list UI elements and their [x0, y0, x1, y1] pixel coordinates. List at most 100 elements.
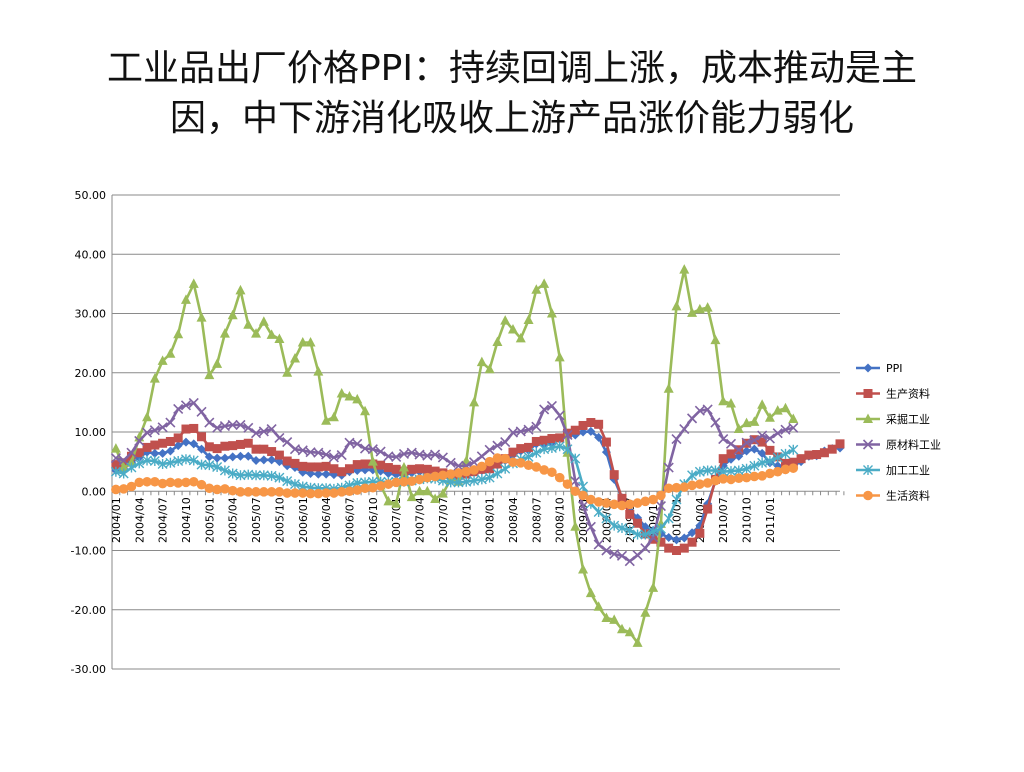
- data-point: [188, 455, 199, 466]
- data-point: [601, 545, 612, 556]
- data-point: [624, 626, 635, 637]
- data-point: [570, 521, 581, 531]
- data-point: [663, 383, 674, 393]
- data-point: [391, 464, 401, 474]
- data-point: [772, 466, 783, 477]
- data-point: [228, 441, 238, 451]
- x-tick-label: 2004/04: [133, 497, 146, 543]
- data-point: [141, 427, 153, 438]
- data-point: [149, 456, 160, 467]
- x-tick-label: 2005/10: [273, 497, 286, 543]
- data-point: [687, 470, 698, 481]
- series-line: [115, 401, 794, 563]
- legend-label: 生活资料: [886, 489, 930, 503]
- data-point: [726, 449, 736, 459]
- data-point: [664, 543, 674, 553]
- data-point: [258, 426, 269, 437]
- data-point: [742, 446, 752, 456]
- data-point: [235, 451, 245, 461]
- data-point: [181, 424, 191, 434]
- data-point: [671, 434, 682, 445]
- data-point: [523, 314, 534, 325]
- data-point: [118, 462, 129, 472]
- data-point: [609, 499, 620, 510]
- data-point: [749, 460, 760, 471]
- data-point: [360, 405, 371, 416]
- x-tick-label: 2004/07: [157, 497, 170, 543]
- data-point: [725, 398, 736, 408]
- data-point: [656, 537, 666, 547]
- data-point: [594, 432, 604, 442]
- data-point: [640, 496, 651, 507]
- data-point: [321, 488, 331, 498]
- data-point: [749, 435, 760, 446]
- x-tick-label: 2006/10: [367, 497, 380, 543]
- data-point: [250, 428, 262, 439]
- data-point: [282, 367, 293, 377]
- data-point: [110, 466, 121, 477]
- data-point: [212, 453, 222, 463]
- data-point: [430, 449, 441, 460]
- data-point: [258, 316, 269, 326]
- data-point: [134, 448, 144, 458]
- data-point: [616, 550, 628, 561]
- data-point: [383, 479, 394, 489]
- data-point: [515, 426, 526, 437]
- data-point: [593, 506, 604, 517]
- data-point: [298, 461, 308, 471]
- data-point: [360, 483, 370, 494]
- data-point: [453, 468, 464, 478]
- data-point: [578, 420, 588, 430]
- data-point: [251, 487, 261, 497]
- data-point: [609, 614, 620, 624]
- data-point: [204, 483, 215, 494]
- x-tick-label: 2004/10: [180, 497, 193, 543]
- data-point: [297, 445, 308, 456]
- data-point: [687, 537, 697, 547]
- data-point: [189, 423, 199, 433]
- data-point: [624, 556, 635, 567]
- legend-marker: [863, 490, 873, 501]
- data-point: [336, 450, 347, 461]
- data-point: [492, 459, 502, 469]
- data-point: [663, 513, 674, 524]
- data-point: [422, 472, 433, 483]
- data-point: [235, 470, 246, 481]
- data-point: [726, 466, 736, 477]
- data-point: [476, 356, 487, 367]
- y-tick-label: 20.00: [75, 367, 107, 380]
- y-tick-label: 30.00: [75, 308, 107, 321]
- data-point: [625, 509, 635, 519]
- data-point: [593, 601, 604, 611]
- data-point: [788, 422, 799, 433]
- data-point: [764, 456, 775, 467]
- data-point: [601, 437, 611, 447]
- data-point: [562, 429, 573, 441]
- data-point: [188, 476, 199, 487]
- data-point: [523, 424, 534, 435]
- data-point: [391, 451, 402, 462]
- data-point: [570, 486, 581, 497]
- data-point: [227, 309, 238, 320]
- data-point: [259, 444, 269, 454]
- data-point: [181, 437, 191, 447]
- data-point: [664, 532, 674, 542]
- data-point: [741, 472, 752, 483]
- data-point: [243, 487, 254, 497]
- data-point: [539, 435, 549, 445]
- data-point: [586, 418, 596, 428]
- data-point: [227, 485, 238, 496]
- data-point: [741, 463, 752, 474]
- data-point: [733, 423, 744, 434]
- data-point: [368, 482, 378, 493]
- data-point: [484, 456, 495, 467]
- data-point: [173, 441, 183, 451]
- data-point: [562, 444, 573, 455]
- data-point: [546, 308, 557, 318]
- data-point: [142, 476, 152, 487]
- data-point: [687, 307, 698, 317]
- data-point: [788, 413, 799, 423]
- data-point: [173, 403, 184, 414]
- data-point: [150, 448, 160, 458]
- data-point: [134, 477, 145, 488]
